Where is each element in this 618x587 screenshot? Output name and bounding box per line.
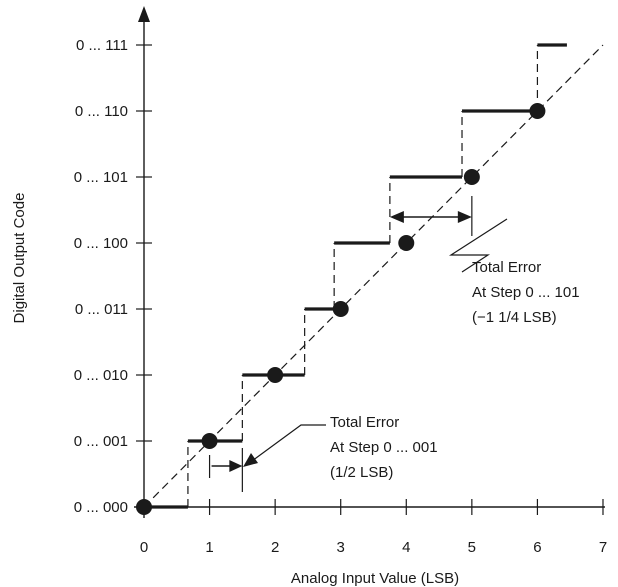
- x-tick-label: 0: [140, 539, 148, 556]
- axes: [134, 6, 605, 518]
- y-tick-label: 0 ... 110: [75, 103, 128, 120]
- annotation-step-101-line2: At Step 0 ... 101: [472, 284, 580, 301]
- annotation-step-001-marks: [208, 424, 326, 492]
- error-arrow-right-head: [457, 211, 472, 223]
- data-point: [201, 433, 218, 449]
- leader-line: [251, 424, 326, 462]
- x-tick-label: 2: [271, 539, 279, 556]
- y-tick-label: 0 ... 100: [74, 235, 128, 252]
- x-tick-label: 7: [599, 539, 607, 556]
- y-tick-label: 0 ... 001: [74, 433, 128, 450]
- data-point: [332, 301, 349, 317]
- annotation-step-001: Total Error At Step 0 ... 001 (1/2 LSB): [208, 414, 438, 492]
- y-tick-label: 0 ... 111: [76, 37, 128, 54]
- leader-line: [448, 218, 508, 273]
- x-tick-label: 6: [533, 539, 541, 556]
- y-tick-label: 0 ... 010: [74, 367, 128, 384]
- annotation-step-101: Total Error At Step 0 ... 101 (−1 1/4 LS…: [389, 196, 580, 326]
- data-point: [529, 103, 546, 119]
- x-tick-label: 1: [205, 539, 213, 556]
- leader-arrow-head: [243, 453, 258, 467]
- data-points: [136, 103, 546, 515]
- annotation-step-101-line3: (−1 1/4 LSB): [472, 309, 557, 326]
- x-axis-title: Analog Input Value (LSB): [291, 570, 459, 587]
- annotation-step-101-line1: Total Error: [472, 259, 541, 276]
- x-tick-label: 4: [402, 539, 410, 556]
- annotation-step-001-line2: At Step 0 ... 001: [330, 439, 438, 456]
- annotation-step-001-line1: Total Error: [330, 414, 399, 431]
- y-axis-arrow: [138, 6, 150, 22]
- ideal-line: [143, 44, 604, 508]
- y-tick-label: 0 ... 101: [74, 169, 128, 186]
- x-tick-label: 3: [337, 539, 345, 556]
- step-risers: [187, 45, 539, 507]
- data-point: [463, 169, 480, 185]
- error-arrow-left-head: [389, 211, 404, 223]
- annotation-step-001-line3: (1/2 LSB): [330, 464, 393, 481]
- x-tick-label: 5: [468, 539, 476, 556]
- ideal-diagonal: [143, 44, 604, 508]
- y-tick-label: 0 ... 011: [75, 301, 128, 318]
- data-point: [398, 235, 415, 251]
- y-tick-label: 0 ... 000: [74, 499, 128, 516]
- tick-labels: 0 1 2 3 4 5 6 7 0 ... 000 0 ... 001 0 ... 010 0 ...…: [74, 37, 607, 556]
- annotation-step-101-marks: [389, 196, 508, 273]
- data-point: [136, 499, 152, 515]
- y-axis-title: Digital Output Code: [11, 193, 28, 324]
- data-point: [267, 367, 284, 383]
- error-arrow-head: [229, 460, 243, 472]
